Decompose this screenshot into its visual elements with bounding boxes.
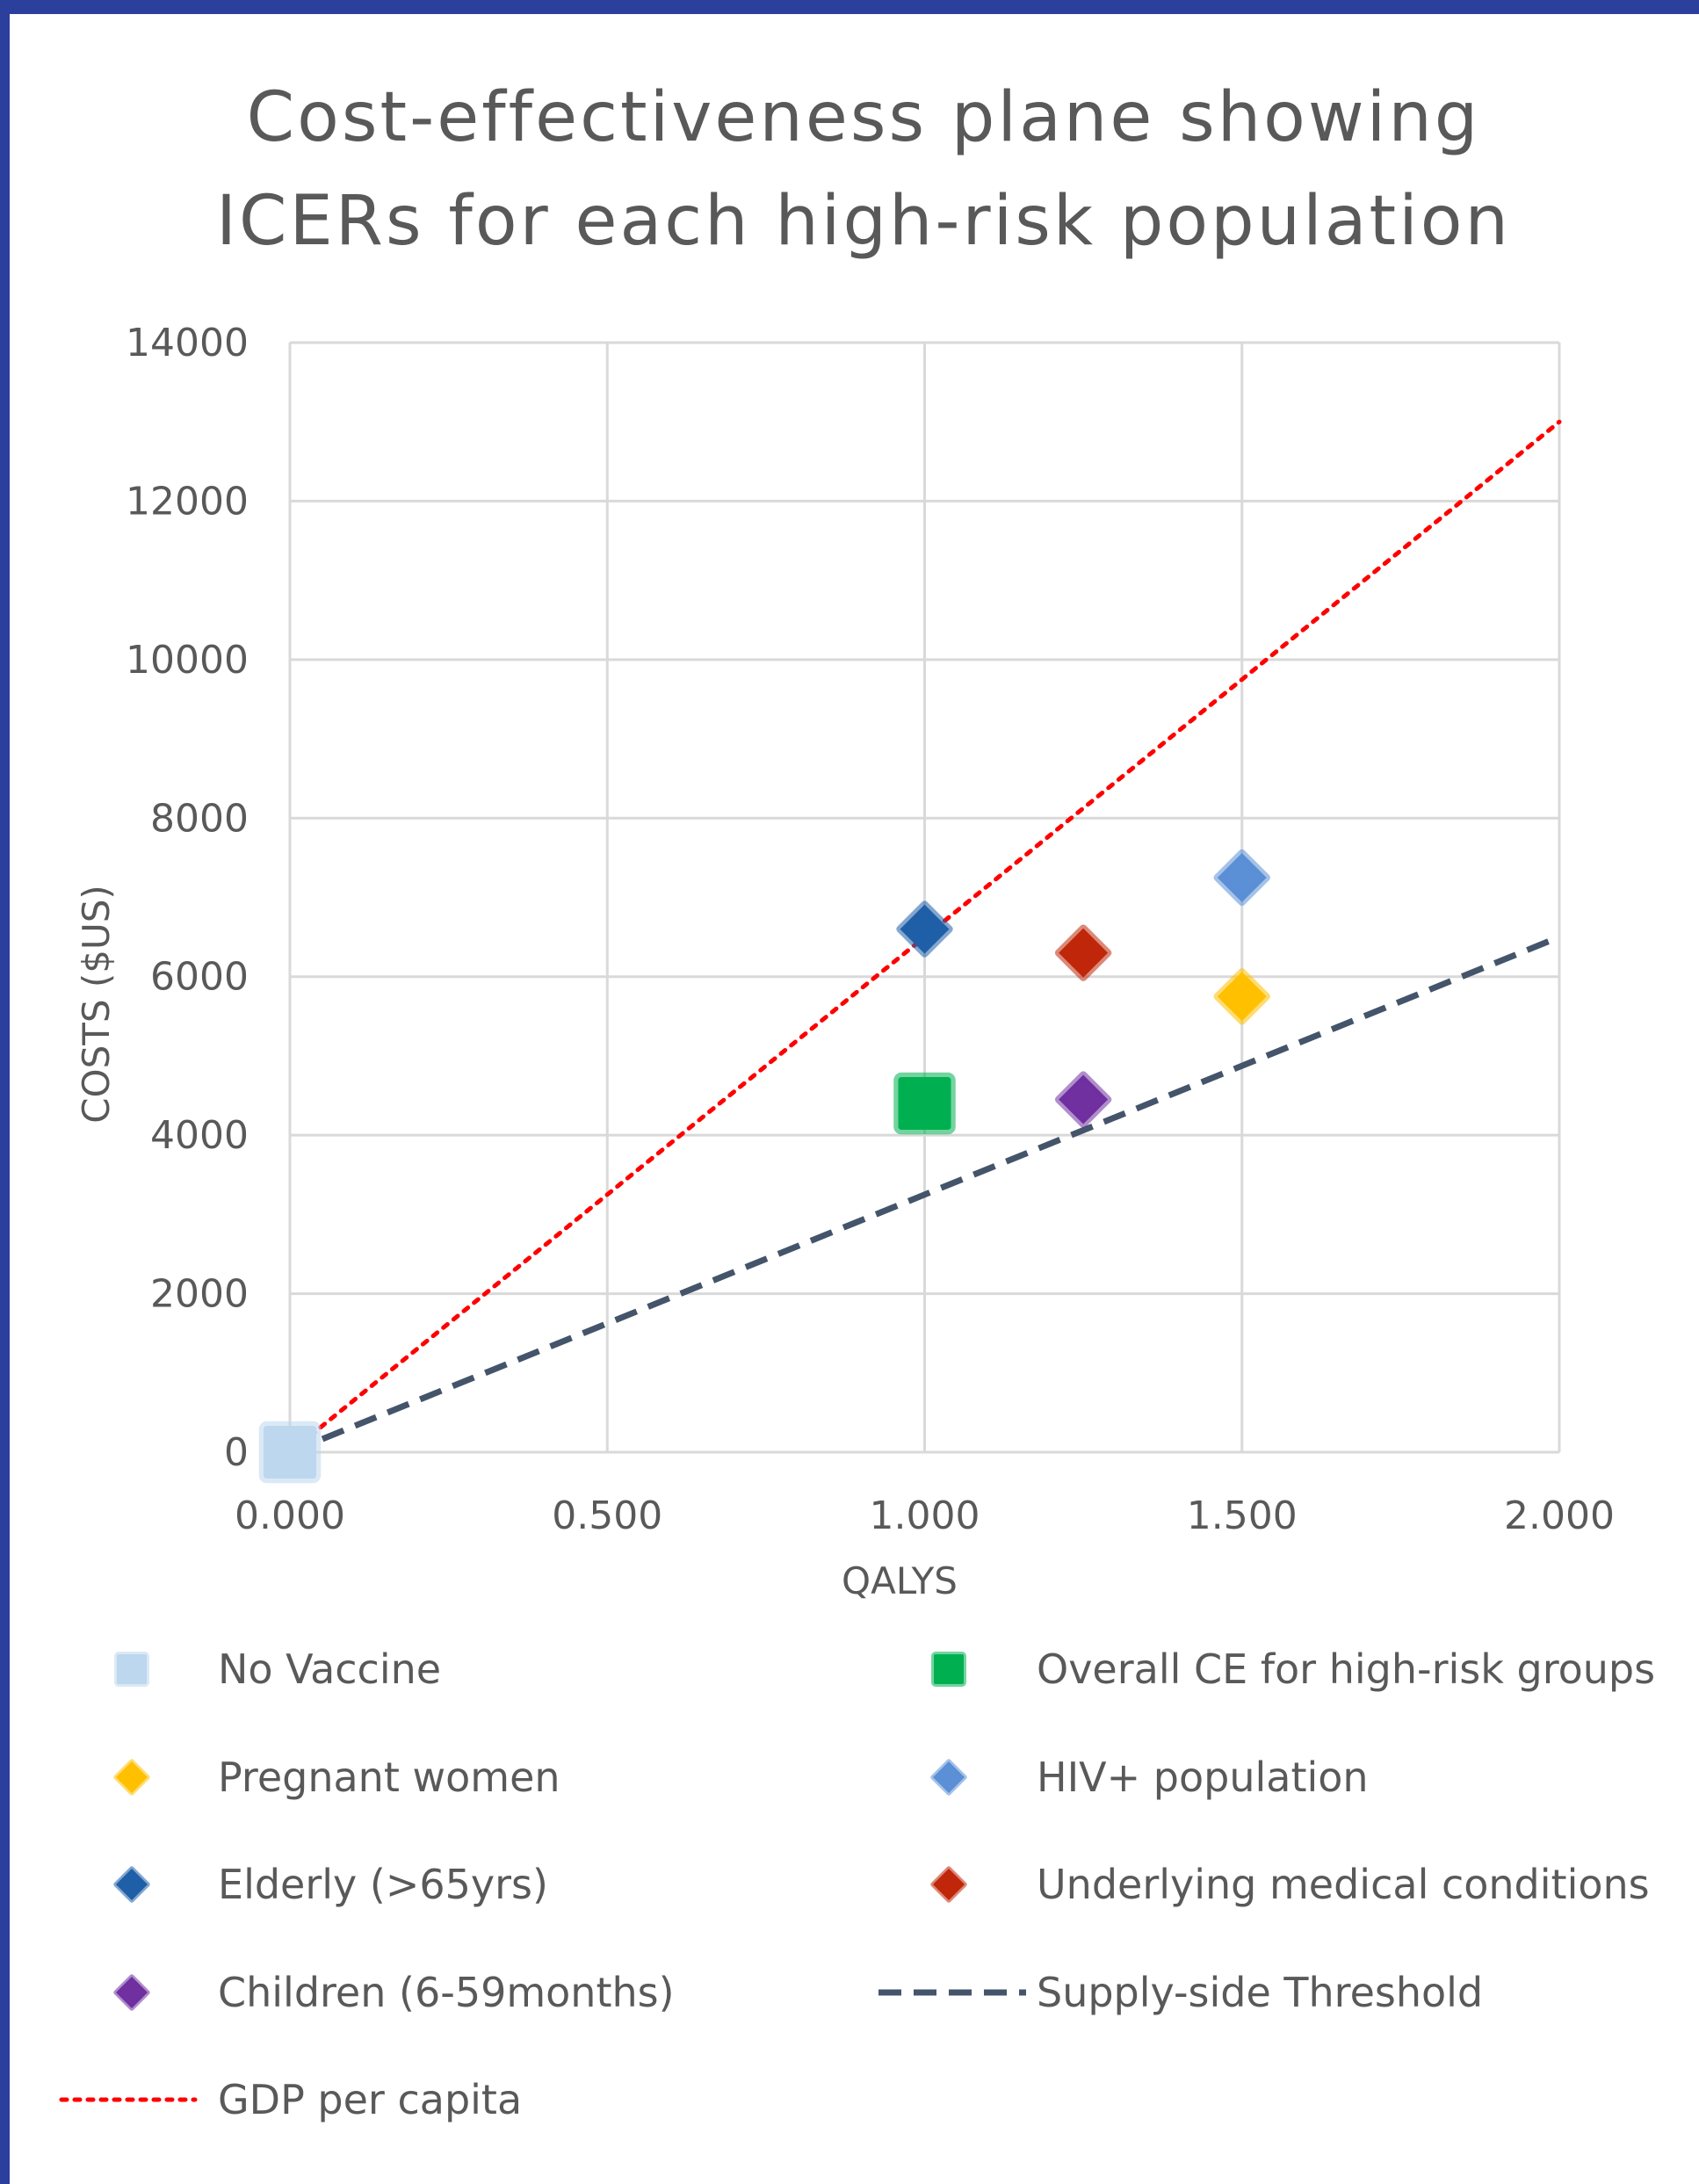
legend-item-underlying-medical-conditions: Underlying medical conditions [930,1861,1650,1908]
legend-label: Elderly (>65yrs) [218,1861,548,1908]
y-tick-label: 8000 [150,796,249,841]
grid-lines [288,341,1561,1454]
legend-symbol [930,1866,967,1903]
y-tick-label: 6000 [150,955,249,1000]
legend-item-elderly-65yrs: Elderly (>65yrs) [113,1861,548,1908]
legend-item-no-vaccine: No Vaccine [114,1645,441,1693]
legend-label: HIV+ population [1037,1754,1369,1801]
elderly-65yrs-point [896,900,953,958]
x-axis-label: QALYS [842,1559,958,1602]
legend-symbol [113,1866,150,1903]
y-tick-label: 12000 [126,479,249,524]
y-tick-labels: 0 2000 4000 6000 8000 10000 12000 14000 [126,321,249,1475]
chart-title-line-1: Cost-effectiveness plane showing [247,78,1481,157]
supply-side-threshold-line [288,934,1561,1456]
legend-symbol [931,1652,966,1687]
legend-symbol [113,1974,150,2011]
chart-title-line-2: ICERs for each high-risk population [216,182,1511,261]
hiv-population-point [1213,849,1270,907]
legend-label: Supply-side Threshold [1037,1969,1483,2016]
legend-label: Underlying medical conditions [1037,1861,1650,1908]
data-points [258,849,1270,1484]
legend-item-pregnant-women: Pregnant women [113,1754,560,1801]
y-tick-label: 10000 [126,638,249,683]
y-tick-label: 4000 [150,1113,249,1158]
y-axis-label: COSTS ($US) [75,885,118,1124]
legend-label: Pregnant women [218,1754,560,1801]
x-tick-label: 0.000 [235,1493,345,1538]
children-6-59months-point [1054,1071,1112,1128]
underlying-medical-conditions-point [1054,924,1112,981]
x-tick-label: 1.000 [870,1493,980,1538]
legend: No Vaccine Overall CE for high-risk group… [59,1645,1655,2123]
legend-item-children-6-59months: Children (6-59months) [113,1969,675,2016]
legend-item-overall-ce-for-high-risk-groups: Overall CE for high-risk groups [931,1645,1655,1693]
no-vaccine-point [258,1421,322,1484]
y-tick-label: 0 [224,1430,249,1475]
overall-ce-for-high-risk-groups-point [893,1072,956,1135]
legend-item-gdp-per-capita: GDP per capita [59,2076,522,2123]
legend-item-hiv-population: HIV+ population [930,1754,1369,1801]
legend-label: Overall CE for high-risk groups [1037,1645,1655,1693]
x-tick-label: 0.500 [552,1493,662,1538]
y-tick-label: 14000 [126,321,249,365]
y-tick-label: 2000 [150,1272,249,1317]
legend-item-supply-side-threshold: Supply-side Threshold [878,1969,1483,2016]
x-tick-label: 2.000 [1504,1493,1615,1538]
legend-symbol [114,1652,149,1687]
legend-label: GDP per capita [218,2076,522,2123]
legend-symbol [113,1759,150,1796]
legend-label: No Vaccine [218,1645,441,1693]
legend-symbol [930,1759,967,1796]
x-tick-label: 1.500 [1187,1493,1298,1538]
x-tick-labels: 0.000 0.500 1.000 1.500 2.000 [235,1493,1615,1538]
legend-label: Children (6-59months) [218,1969,675,2016]
pregnant-women-point [1213,968,1270,1025]
